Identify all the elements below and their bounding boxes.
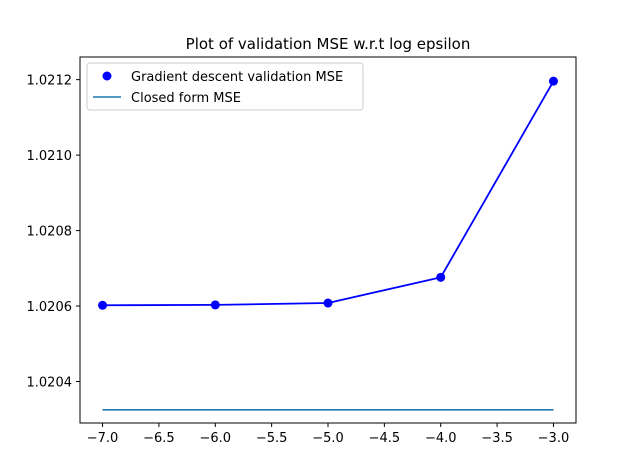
x-axis: −7.0 −6.5 −6.0 −5.5 −5.0 −4.5 −4.0 −3.5 −3.0 [87,423,569,446]
x-tick-label: −7.0 [87,431,119,446]
x-tick-label: −6.5 [143,431,175,446]
x-tick-label: −6.0 [199,431,231,446]
y-tick-label: 1.0210 [27,149,73,164]
x-tick-label: −5.0 [312,431,344,446]
data-point [323,298,333,308]
x-tick-label: −3.0 [538,431,570,446]
series-layer [98,76,558,411]
legend-label-gradient-descent: Gradient descent validation MSE [131,70,343,85]
data-point [210,300,220,310]
x-tick-label: −4.0 [425,431,457,446]
legend-marker-gradient-descent [102,71,112,81]
y-tick-label: 1.0212 [27,74,73,89]
y-tick-label: 1.0208 [27,225,73,240]
legend: Gradient descent validation MSE Closed f… [86,62,364,111]
x-tick-label: −3.5 [481,431,513,446]
legend-label-closed-form: Closed form MSE [131,91,241,106]
x-tick-label: −4.5 [369,431,401,446]
legend-box [86,62,364,111]
x-tick-label: −5.5 [256,431,288,446]
chart-title: Plot of validation MSE w.r.t log epsilon [186,35,471,53]
y-axis: 1.0204 1.0206 1.0208 1.0210 1.0212 [27,74,80,390]
y-tick-label: 1.0204 [27,375,73,390]
y-tick-label: 1.0206 [27,300,73,315]
data-point [98,300,108,310]
data-point [436,272,446,282]
data-point [548,76,558,86]
